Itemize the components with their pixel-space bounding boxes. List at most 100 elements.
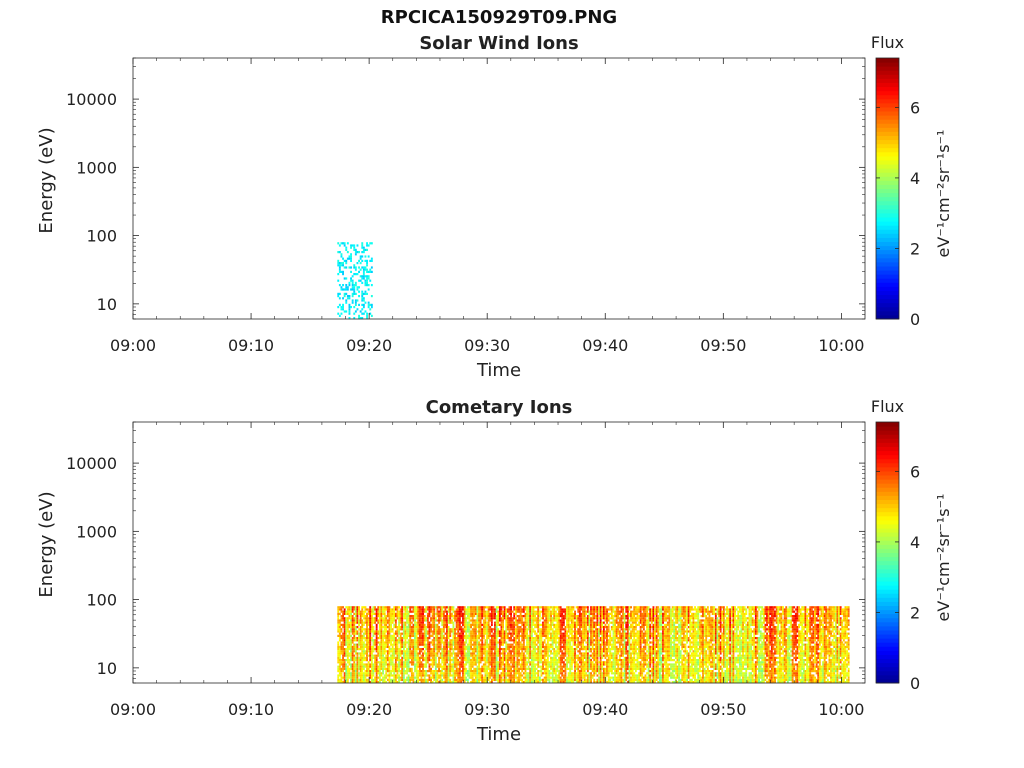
heatmap-cell — [366, 277, 368, 280]
heatmap-cell — [374, 648, 376, 651]
heatmap-cell — [434, 628, 437, 631]
heatmap-cell — [558, 678, 560, 681]
heatmap-cell — [526, 610, 528, 613]
heatmap-cell — [574, 672, 576, 675]
heatmap-cell — [463, 612, 466, 615]
heatmap-cell — [534, 639, 536, 642]
x-tick-label: 09:10 — [228, 336, 274, 355]
heatmap-cell — [575, 634, 578, 637]
heatmap-cell — [367, 650, 370, 653]
heatmap-cell — [495, 645, 498, 648]
heatmap-cell — [402, 645, 405, 648]
heatmap-cell — [406, 656, 408, 659]
heatmap-cell — [369, 663, 372, 666]
heatmap-cell — [343, 665, 346, 668]
heatmap-cell — [422, 665, 424, 668]
heatmap-cell — [417, 661, 420, 664]
heatmap-cell — [452, 621, 455, 624]
heatmap-cell — [364, 650, 367, 653]
heatmap-cell — [433, 674, 436, 677]
heatmap-cell — [390, 634, 392, 637]
heatmap-cell — [380, 630, 383, 633]
heatmap-cell — [486, 659, 488, 662]
heatmap-cell — [518, 667, 520, 670]
heatmap-cell — [372, 643, 375, 646]
heatmap-cell — [545, 670, 548, 673]
heatmap-cell — [454, 628, 456, 631]
heatmap-cell — [559, 665, 562, 668]
heatmap-cell — [505, 617, 508, 620]
heatmap-cell — [361, 615, 364, 618]
heatmap-cell — [572, 630, 575, 633]
heatmap-cell — [564, 672, 567, 675]
heatmap-cell — [486, 617, 488, 620]
heatmap-cell — [521, 643, 524, 646]
heatmap-cell — [481, 659, 484, 662]
heatmap-cell — [393, 617, 396, 620]
heatmap-cell — [569, 672, 572, 675]
heatmap-cell — [553, 678, 556, 681]
heatmap-cell — [545, 608, 548, 611]
heatmap-cell — [356, 619, 359, 622]
heatmap-cell — [343, 637, 346, 640]
heatmap-cell — [570, 619, 573, 622]
heatmap-cell — [430, 670, 432, 673]
heatmap-cell — [406, 606, 408, 609]
heatmap-cell — [508, 667, 511, 670]
heatmap-cell — [358, 303, 360, 306]
heatmap-cell — [346, 619, 349, 622]
heatmap-cell — [401, 637, 404, 640]
heatmap-cell — [338, 292, 341, 295]
heatmap-cell — [566, 612, 568, 615]
heatmap-cell — [521, 656, 524, 659]
heatmap-cell — [524, 628, 527, 631]
heatmap-cell — [537, 639, 540, 642]
heatmap-cell — [458, 619, 461, 622]
heatmap-cell — [404, 641, 407, 644]
heatmap-cell — [388, 652, 391, 655]
heatmap-cell — [446, 667, 448, 670]
heatmap-cell — [406, 628, 408, 631]
heatmap-cell — [350, 270, 352, 273]
heatmap-cell — [442, 637, 445, 640]
heatmap-cell — [446, 634, 448, 637]
heatmap-cell — [489, 650, 492, 653]
heatmap-cell — [569, 615, 572, 618]
heatmap-cell — [473, 652, 476, 655]
heatmap-cell — [529, 672, 532, 675]
heatmap-cell — [514, 643, 517, 646]
heatmap-cell — [350, 608, 352, 611]
heatmap-cell — [502, 623, 504, 626]
heatmap-cell — [342, 654, 344, 657]
heatmap-cell — [380, 634, 383, 637]
heatmap-cell — [449, 632, 452, 635]
heatmap-cell — [455, 672, 458, 675]
heatmap-cell — [425, 630, 428, 633]
heatmap-cell — [420, 637, 423, 640]
heatmap-cell — [385, 672, 388, 675]
heatmap-cell — [516, 606, 519, 609]
heatmap-cell — [574, 674, 576, 677]
heatmap-cell — [343, 678, 346, 681]
heatmap-cell — [546, 650, 549, 653]
heatmap-cell — [356, 630, 359, 633]
heatmap-cell — [543, 608, 546, 611]
heatmap-cell — [398, 650, 400, 653]
heatmap-cell — [505, 628, 508, 631]
heatmap-cell — [514, 621, 517, 624]
heatmap-cell — [558, 661, 560, 664]
heatmap-cell — [478, 674, 480, 677]
heatmap-cell — [522, 656, 525, 659]
heatmap-cell — [508, 637, 511, 640]
heatmap-cell — [345, 266, 348, 269]
heatmap-cell — [524, 619, 527, 622]
heatmap-cell — [364, 674, 367, 677]
heatmap-cell — [474, 645, 477, 648]
heatmap-cell — [486, 661, 488, 664]
heatmap-cell — [516, 661, 519, 664]
heatmap-cell — [454, 654, 456, 657]
heatmap-cell — [553, 637, 556, 640]
heatmap-cell — [410, 650, 413, 653]
heatmap-cell — [444, 672, 447, 675]
heatmap-cell — [566, 639, 568, 642]
